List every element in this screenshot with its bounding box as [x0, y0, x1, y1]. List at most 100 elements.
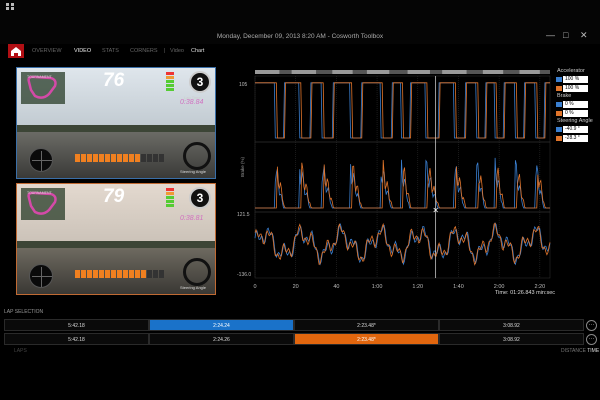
- steering-wheel-icon: [183, 142, 211, 170]
- x-tick-label: 1:40: [453, 284, 464, 290]
- subtab-chart[interactable]: Chart: [191, 48, 205, 54]
- cursor-time-readout: Time: 01:26.843 min:sec: [495, 290, 556, 296]
- x-tick-label: 0: [253, 284, 256, 290]
- title-bar: Monday, December 09, 2013 8:20 AM - Cosw…: [0, 0, 600, 44]
- brake-trace: [255, 159, 550, 209]
- steering-trace: [254, 222, 551, 266]
- series-swatch: [556, 86, 562, 91]
- lap-cell[interactable]: 2:24.26: [149, 333, 294, 345]
- channel-value: -28.3 °: [563, 135, 588, 142]
- cursor-marker-icon: [433, 207, 438, 213]
- gear-indicator: 3: [189, 187, 211, 209]
- rpm-bar: [75, 270, 169, 278]
- video-panel-lap-2[interactable]: TOURNAMENT 79 3 Lap Time 0:38.81 Steerin…: [16, 183, 216, 295]
- nav-separator: |: [164, 48, 166, 54]
- steering-wheel-icon: [183, 258, 211, 286]
- series-swatch: [556, 77, 562, 82]
- video-treeline: [17, 125, 215, 133]
- channel-label-brake: Brake: [557, 93, 572, 99]
- channel-value-row: 100 %: [556, 76, 588, 83]
- tab-video[interactable]: VIDEO: [74, 48, 92, 54]
- steering-label: Steering Angle: [180, 169, 207, 174]
- track-minimap: TOURNAMENT: [21, 188, 65, 220]
- more-options-button[interactable]: ···: [586, 320, 597, 331]
- speed-readout: 76: [103, 70, 125, 91]
- g-meter-icon: [29, 148, 53, 172]
- x-tick-label: 2:20: [534, 284, 545, 290]
- steering-trace: [254, 222, 551, 266]
- channel-value-row: 0 %: [556, 101, 588, 108]
- channel-value: 0 %: [563, 110, 588, 117]
- lap-cell-selected[interactable]: 2:24.24: [149, 319, 294, 331]
- channel-value-row: 0 %: [556, 110, 588, 117]
- y-tick-label: -136.0: [237, 272, 251, 278]
- lap-selection-table: 5:42.18 2:24.24 2:23.48* 3:08.92 5:42.18…: [4, 319, 584, 347]
- home-icon: [11, 47, 21, 56]
- series-swatch: [556, 136, 562, 141]
- y-tick-label: 105: [239, 82, 248, 88]
- channel-value: 100 %: [563, 76, 588, 83]
- channel-value: 0 %: [563, 101, 588, 108]
- tab-overview[interactable]: OVERVIEW: [32, 48, 62, 54]
- video-treeline: [17, 241, 215, 249]
- steering-label: Steering Angle: [180, 285, 207, 290]
- scrub-segment: [407, 70, 430, 74]
- lap-time-label: Lap Time: [184, 95, 201, 100]
- tab-stats[interactable]: STATS: [102, 48, 119, 54]
- app-menu-icon[interactable]: [6, 3, 16, 11]
- series-swatch: [556, 127, 562, 132]
- x-axis-mode-toggle[interactable]: DISTANCE TIME: [561, 348, 599, 354]
- scrub-bar: [255, 70, 550, 74]
- channel-value-row: -40.9 °: [556, 126, 588, 133]
- scrub-segment: [519, 70, 540, 74]
- close-button[interactable]: ✕: [580, 30, 588, 40]
- lap-cell[interactable]: 5:42.18: [4, 333, 149, 345]
- channel-value: 100 %: [563, 85, 588, 92]
- scrub-segment: [366, 70, 390, 74]
- more-options-button[interactable]: ···: [586, 334, 597, 345]
- home-button[interactable]: [8, 44, 24, 58]
- window-title: Monday, December 09, 2013 8:20 AM - Cosw…: [216, 33, 384, 40]
- lap-selection-title: LAP SELECTION: [4, 309, 44, 315]
- x-tick-label: 20: [293, 284, 299, 290]
- minimap-label: TOURNAMENT: [27, 191, 52, 195]
- lap-cell[interactable]: 3:08.92: [439, 333, 584, 345]
- shift-light: [166, 72, 174, 92]
- lap-cell[interactable]: 5:42.18: [4, 319, 149, 331]
- scrub-segment: [291, 70, 317, 74]
- shift-light: [166, 188, 174, 208]
- x-tick-label: 40: [333, 284, 339, 290]
- subtab-video[interactable]: Video: [170, 48, 184, 54]
- time-toggle[interactable]: TIME: [587, 348, 600, 354]
- distance-toggle[interactable]: DISTANCE: [561, 348, 586, 354]
- tab-corners[interactable]: CORNERS: [130, 48, 158, 54]
- telemetry-chart-svg[interactable]: 0 20 40 1:00 1:20 1:40 2:00 2:20 105 121.5 -136.0 B…: [235, 64, 555, 296]
- lap-cell-selected[interactable]: 2:23.48*: [294, 333, 439, 345]
- scrub-segment: [255, 70, 280, 74]
- lap-time-label: Lap Time: [184, 211, 201, 216]
- channel-value: -40.9 °: [563, 126, 588, 133]
- lap-cell[interactable]: 2:23.48*: [294, 319, 439, 331]
- x-tick-label: 2:00: [494, 284, 505, 290]
- scrub-segment: [442, 70, 467, 74]
- series-swatch: [556, 111, 562, 116]
- maximize-button[interactable]: □: [563, 30, 569, 40]
- accelerator-trace: [255, 82, 550, 139]
- track-minimap: TOURNAMENT: [21, 72, 65, 104]
- lap-row: 5:42.18 2:24.24 2:23.48* 3:08.92: [4, 319, 584, 331]
- y-axis-label: Brake (%): [240, 156, 245, 177]
- lap-cell[interactable]: 3:08.92: [439, 319, 584, 331]
- g-meter-icon: [29, 264, 53, 288]
- speed-readout: 79: [103, 186, 125, 207]
- lap-time-readout: 0:38.84: [180, 99, 204, 106]
- lap-row: 5:42.18 2:24.26 2:23.48* 3:08.92: [4, 333, 584, 345]
- video-panel-lap-1[interactable]: TOURNAMENT 76 3 Lap Time 0:38.84 Steerin…: [16, 67, 216, 179]
- channel-value-row: -28.3 °: [556, 135, 588, 142]
- minimap-label: TOURNAMENT: [27, 75, 52, 79]
- rpm-bar: [75, 154, 169, 162]
- scrub-segment: [482, 70, 504, 74]
- telemetry-chart[interactable]: 0 20 40 1:00 1:20 1:40 2:00 2:20 105 121.5 -136.0 B…: [235, 64, 555, 296]
- minimize-button[interactable]: —: [546, 30, 555, 40]
- x-tick-label: 1:00: [372, 284, 383, 290]
- track-map-icon: [27, 191, 57, 215]
